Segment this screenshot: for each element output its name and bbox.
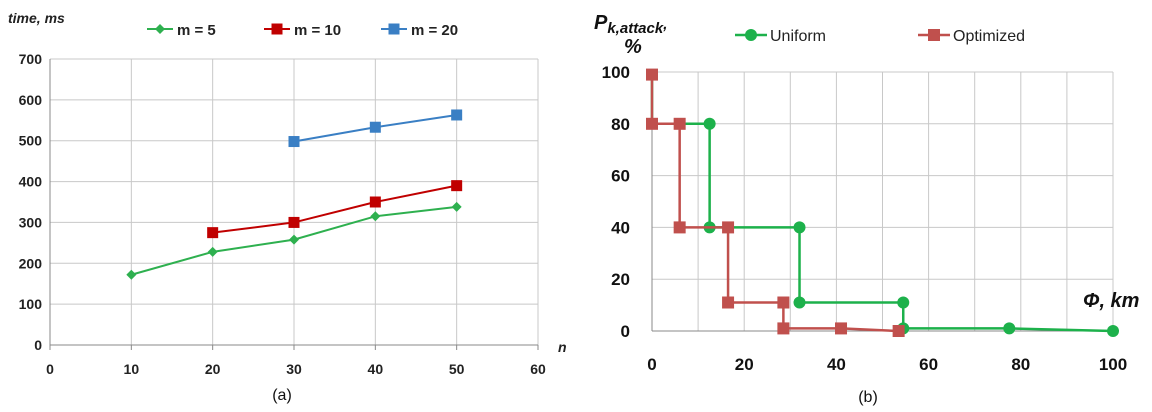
y-tick-label: 600 (19, 92, 43, 108)
chart-b-caption: (b) (858, 389, 878, 406)
data-point-uniform (1003, 322, 1016, 335)
x-tick-label: 40 (368, 361, 384, 377)
y-tick-label: 100 (19, 296, 43, 312)
series-optimized (646, 68, 905, 337)
chart-b-y-axis-title: Pk,attack, (594, 12, 667, 37)
y-tick-label: 500 (19, 133, 43, 149)
legend-marker (745, 29, 757, 41)
data-point-m-20 (369, 121, 381, 133)
legend-label: Uniform (770, 28, 826, 45)
x-tick-label: 40 (827, 355, 846, 374)
data-point-m-10 (207, 227, 219, 239)
x-tick-label: 10 (124, 361, 140, 377)
chart-b: 0 20 40 60 80 100 0 20 40 60 80 100 Uniform Optimize… (594, 12, 1139, 406)
y-tick-label: 100 (602, 63, 630, 82)
x-tick-label: 30 (286, 361, 302, 377)
legend-marker (155, 24, 165, 34)
chart-b-gridlines (652, 71, 1114, 331)
data-point-m-10 (451, 180, 463, 192)
data-point-uniform (793, 221, 806, 234)
data-point-m-10 (369, 196, 381, 208)
chart-b-series (646, 68, 1119, 337)
chart-b-y-axis-unit: % (624, 36, 642, 58)
chart-a-series (126, 109, 463, 280)
x-tick-label: 0 (647, 355, 656, 374)
chart-b-y-axis-title-sub: k,attack (607, 20, 664, 37)
data-point-m-5 (370, 211, 381, 222)
chart-a-tick-labels: 0 100 200 300 400 500 600 700 0 10 20 30 40 50 60 (19, 51, 546, 377)
data-point-m-5 (126, 269, 137, 280)
data-point-m-10 (288, 216, 300, 228)
chart-a-axes (49, 59, 539, 350)
x-tick-label: 80 (1011, 355, 1030, 374)
data-point-optimized (777, 296, 790, 309)
chart-a-caption: (a) (272, 387, 292, 404)
chart-b-x-axis-title: Φ, km (1083, 290, 1139, 312)
x-tick-label: 50 (449, 361, 465, 377)
y-tick-label: 60 (611, 167, 630, 186)
data-point-optimized (673, 117, 686, 130)
y-tick-label: 400 (19, 174, 43, 190)
chart-b-legend: Uniform Optimized (735, 28, 1025, 45)
data-point-optimized (835, 322, 848, 335)
data-point-optimized (646, 68, 658, 81)
legend-label: Optimized (953, 28, 1025, 45)
data-point-optimized (892, 325, 905, 337)
chart-a: 0 100 200 300 400 500 600 700 0 10 20 30 40 50 60 m = … (8, 10, 567, 404)
series-line-optimized (650, 74, 899, 333)
legend-label: m = 5 (177, 22, 216, 39)
data-point-optimized (722, 221, 735, 234)
x-tick-label: 20 (735, 355, 754, 374)
series-m-10 (207, 180, 463, 239)
legend-item-optimized: Optimized (918, 28, 1025, 45)
chart-b-y-axis-title-suffix: , (662, 16, 667, 33)
chart-a-legend: m = 5 m = 10 m = 20 (147, 22, 458, 39)
x-tick-label: 100 (1099, 355, 1127, 374)
legend-marker (928, 29, 940, 41)
chart-a-gridlines (50, 58, 539, 345)
legend-item-m-5: m = 5 (147, 22, 216, 39)
x-tick-label: 60 (530, 361, 546, 377)
y-tick-label: 0 (34, 337, 42, 353)
x-tick-label: 0 (46, 361, 54, 377)
chart-b-tick-labels: 0 20 40 60 80 100 0 20 40 60 80 100 (602, 63, 1128, 374)
data-point-uniform (897, 296, 910, 309)
legend-item-m-10: m = 10 (264, 22, 341, 39)
data-point-m-5 (207, 246, 218, 257)
data-point-uniform (703, 117, 716, 130)
y-tick-label: 300 (19, 214, 43, 230)
y-tick-label: 0 (621, 322, 630, 341)
data-point-m-20 (288, 136, 300, 148)
data-point-optimized (722, 296, 735, 309)
data-point-m-20 (451, 109, 463, 121)
chart-b-y-axis-title-main: P (594, 12, 608, 34)
legend-marker (388, 23, 400, 35)
series-uniform (650, 72, 1119, 337)
legend-item-m-20: m = 20 (381, 22, 458, 39)
series-m-5 (126, 201, 462, 280)
legend-marker (271, 23, 283, 35)
y-tick-label: 700 (19, 51, 43, 67)
data-point-uniform (793, 296, 806, 309)
series-m-20 (288, 109, 463, 148)
chart-a-x-axis-title: n (558, 339, 567, 355)
series-line-m-10 (212, 184, 457, 234)
data-point-optimized (646, 117, 658, 130)
x-tick-label: 20 (205, 361, 221, 377)
legend-label: m = 20 (411, 22, 458, 39)
data-point-m-5 (289, 234, 299, 245)
chart-a-y-axis-title: time, ms (8, 10, 65, 26)
y-tick-label: 40 (611, 218, 630, 237)
legend-item-uniform: Uniform (735, 28, 826, 45)
y-tick-label: 20 (611, 270, 630, 289)
data-point-optimized (777, 322, 790, 335)
y-tick-label: 80 (611, 115, 630, 134)
x-tick-label: 60 (919, 355, 938, 374)
y-tick-label: 200 (19, 255, 43, 271)
data-point-uniform (1107, 325, 1119, 337)
legend-label: m = 10 (294, 22, 341, 39)
data-point-m-5 (451, 201, 462, 212)
data-point-optimized (673, 221, 686, 234)
